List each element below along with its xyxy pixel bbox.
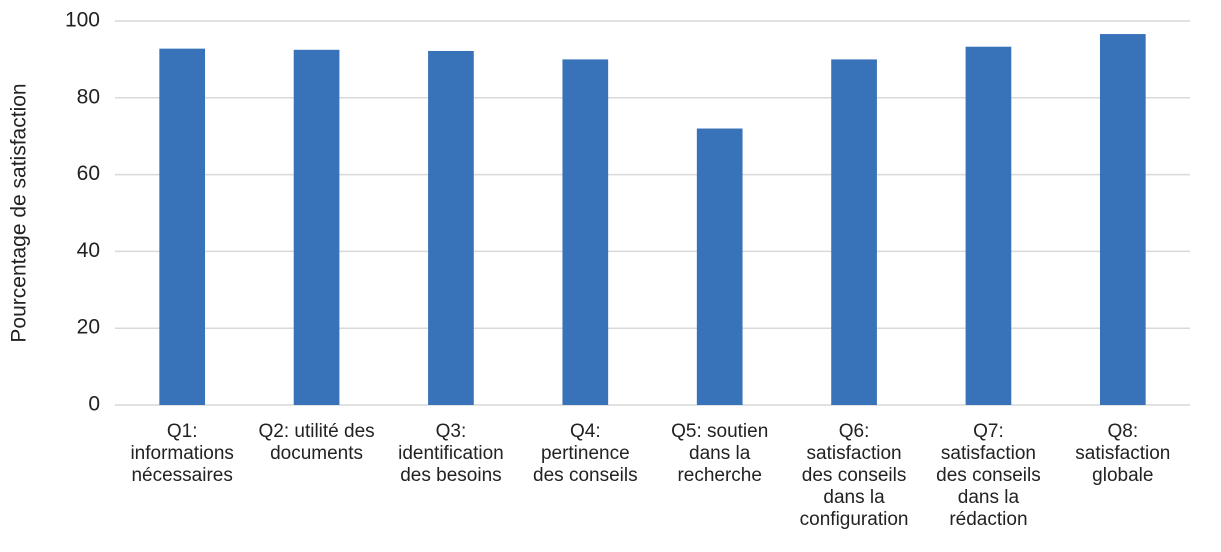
y-tick-label: 40 <box>77 239 100 262</box>
bar <box>1099 34 1146 405</box>
y-tick-label: 0 <box>88 393 100 416</box>
x-tick-label: Q2: utilité des documents <box>258 421 375 464</box>
x-tick-label: Q4: pertinence des conseils <box>533 421 638 486</box>
x-tick-label: Q8: satisfaction globale <box>1075 421 1171 486</box>
x-tick-label: Q5: soutien dans la recherche <box>671 421 769 486</box>
bar <box>965 46 1012 406</box>
y-tick-label: 80 <box>77 85 100 108</box>
y-tick-label: 20 <box>77 316 100 339</box>
bar <box>159 48 206 405</box>
x-tick-label: Q3: identification des besoins <box>398 421 504 486</box>
x-tick-label: Q7: satisfaction des conseils dans la ré… <box>936 421 1041 530</box>
y-tick-label: 60 <box>77 162 100 185</box>
bar <box>428 50 474 406</box>
bar <box>831 59 877 406</box>
bar <box>696 128 743 405</box>
bar <box>293 49 340 406</box>
bar <box>562 59 609 406</box>
y-tick-label: 100 <box>65 9 100 32</box>
x-tick-label: Q6: satisfaction des conseils dans la co… <box>799 421 909 530</box>
y-axis-label: Pourcentage de satisfaction <box>8 83 31 342</box>
x-tick-label: Q1: informations nécessaires <box>130 421 234 486</box>
